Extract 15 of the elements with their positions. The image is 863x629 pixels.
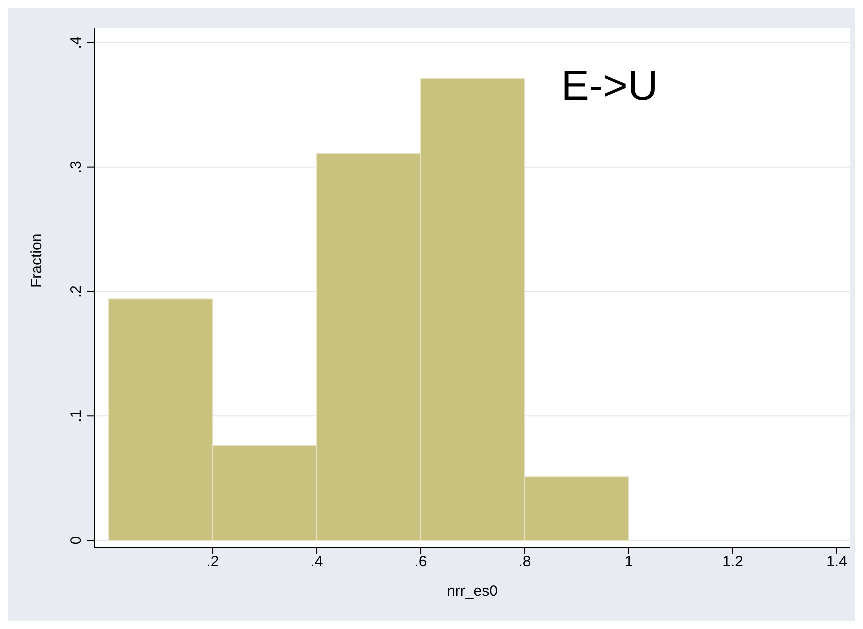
annotation: E->U bbox=[561, 62, 658, 110]
x-axis-title: nrr_es0 bbox=[447, 583, 498, 600]
y-tick-label: .4 bbox=[68, 36, 85, 50]
y-tick-label: .1 bbox=[68, 410, 85, 422]
x-tick-label: 1.4 bbox=[826, 554, 848, 571]
y-tick-label: 0 bbox=[68, 536, 85, 545]
y-axis-title: Fraction bbox=[28, 234, 46, 288]
x-tick-label: .4 bbox=[310, 554, 324, 571]
x-tick-label: 1.2 bbox=[722, 554, 744, 571]
x-tick-label: .6 bbox=[414, 554, 428, 571]
x-tick-label: .8 bbox=[518, 554, 532, 571]
x-tick-label: 1 bbox=[624, 554, 634, 571]
x-tick-label: .2 bbox=[206, 554, 220, 571]
y-tick-label: .3 bbox=[68, 161, 85, 174]
y-tick-label: .2 bbox=[68, 285, 85, 298]
